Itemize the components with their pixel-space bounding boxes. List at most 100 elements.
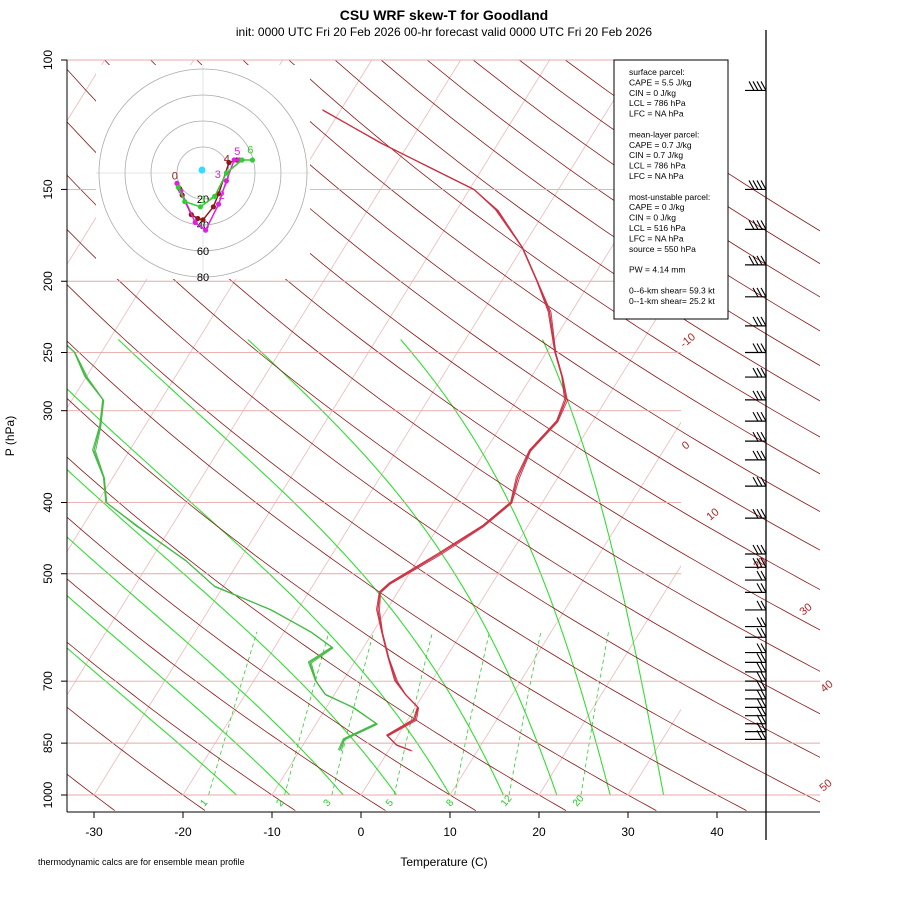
mixing-ratio-label: 1 [198,797,210,809]
wind-barb [745,316,767,327]
wind-barb [745,390,767,401]
moist-adiabat-line [400,339,611,795]
dewpoint-profile [67,344,377,751]
wind-barb [745,583,767,593]
info-line: mean-layer parcel: [629,129,699,139]
isotherm-line [449,421,681,795]
profile-series [67,109,568,752]
wind-barb [745,730,767,740]
hodograph-ring-label: 80 [197,272,209,284]
wind-barb [745,617,767,628]
y-tick-label: 700 [41,671,55,691]
wind-barb [745,411,767,422]
hodograph-point [174,180,180,186]
chart-title: CSU WRF skew-T for Goodland [340,7,548,23]
hodograph-ring [150,120,256,226]
mixing-ratio-line [284,631,330,795]
dry-adiabat-line [334,60,820,402]
y-tick-label: 1000 [41,781,55,808]
moist-adiabat-line [542,339,665,795]
wind-barb [745,431,767,442]
wind-barb [745,220,767,230]
y-tick-label: 200 [41,271,55,291]
info-line: LFC = NA hPa [629,171,684,181]
hodograph-point [203,227,209,233]
x-tick-label: -10 [263,825,281,839]
wind-barb [745,343,767,354]
y-axis-label: P (hPa) [3,416,17,456]
info-line: LCL = 786 hPa [629,161,686,171]
hodograph-point [216,201,222,207]
wind-barb [745,544,767,555]
hodograph-point-label: 2 [219,190,225,202]
dry-adiabat-line [288,60,820,438]
wind-barb [745,643,767,654]
wind-barb [745,255,767,266]
hodograph-point-label: 3 [215,169,221,181]
dry-adiabat-line [67,578,386,811]
wind-barb [745,476,767,487]
wind-barb [745,81,767,92]
x-tick-label: 0 [358,825,365,839]
isotherm-line [717,60,900,795]
hodograph-point [195,215,201,222]
wind-barb [745,698,767,708]
y-tick-label: 150 [41,179,55,199]
mixing-ratio-label: 3 [322,797,334,809]
y-tick-label: 500 [41,563,55,583]
moist-adiabat-line [67,594,291,795]
y-tick-label: 300 [41,400,55,420]
moist-adiabat-line [117,339,504,795]
isotherm-label: 40 [819,678,836,695]
hodograph-point [223,170,229,176]
mixing-ratio-line [331,631,374,795]
info-line: CIN = 0 J/kg [629,88,676,98]
temperature-profile [322,109,565,751]
mixing-ratio-label: 2 [274,797,286,809]
wind-barb [745,671,767,682]
info-line: CIN = 0.7 J/kg [629,150,683,160]
x-tick-label: -30 [85,825,103,839]
mixing-ratio-line [454,631,490,795]
footnote: thermodynamic calcs are for ensemble mea… [38,857,245,867]
wind-barb [745,706,767,717]
mixing-ratio-line [208,631,258,795]
hodograph-point-label: 1 [200,194,206,206]
moist-adiabat-line [67,468,398,795]
moist-adiabat-line [67,536,344,795]
mixing-ratio-line [393,631,433,795]
wind-barb [745,450,767,461]
moist-adiabat-line [67,647,237,795]
moist-adiabat-line [247,339,558,795]
wind-barb [745,662,767,673]
wind-barb [745,680,767,691]
info-line: 0--1-km shear= 25.2 kt [629,296,715,306]
info-line: LCL = 786 hPa [629,98,686,108]
info-line: CAPE = 0 J/kg [629,202,685,212]
dry-adiabat-line [380,60,820,367]
hodograph-point [210,204,216,210]
y-tick-label: 850 [41,733,55,753]
wind-barb [745,689,767,700]
info-line: PW = 4.14 mm [629,265,685,275]
x-axis-label: Temperature (C) [400,855,487,869]
wind-barb [745,287,767,298]
wind-barb [745,570,767,581]
x-tick-label: 20 [532,825,546,839]
x-tick-label: -20 [174,825,192,839]
x-tick-label: 40 [710,825,724,839]
y-tick-label: 100 [41,50,55,70]
hodograph-point [192,219,198,225]
info-line: LFC = NA hPa [629,109,684,119]
info-line: CAPE = 5.5 J/kg [629,77,692,87]
isotherm-line [67,60,462,696]
info-line: source = 550 hPa [629,244,696,254]
info-line: LFC = NA hPa [629,233,684,243]
isotherm-label: 30 [798,601,815,618]
wind-barb [745,722,767,733]
wind-barb [745,180,767,191]
y-tick-label: 400 [41,492,55,512]
mixing-ratio-line [580,631,609,795]
